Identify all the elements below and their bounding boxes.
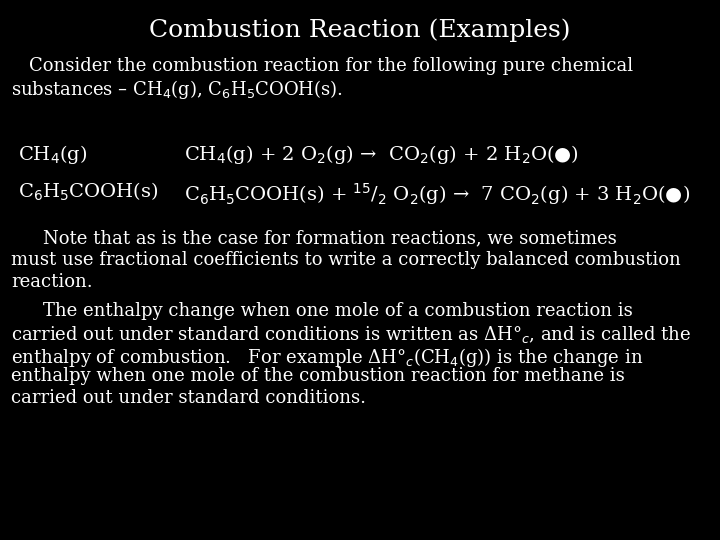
Text: Combustion Reaction (Examples): Combustion Reaction (Examples) [149, 19, 571, 43]
Text: carried out under standard conditions is written as ΔH°$_c$, and is called the: carried out under standard conditions is… [11, 324, 691, 345]
Text: carried out under standard conditions.: carried out under standard conditions. [11, 389, 366, 407]
Text: enthalpy of combustion.   For example ΔH°$_c$(CH$_4$(g)) is the change in: enthalpy of combustion. For example ΔH°$… [11, 346, 643, 369]
Text: reaction.: reaction. [11, 273, 92, 291]
Text: substances – CH$_4$(g), C$_6$H$_5$COOH(s).: substances – CH$_4$(g), C$_6$H$_5$COOH(s… [11, 78, 343, 102]
Text: C$_6$H$_5$COOH(s) + $^{15}$/$_2$ O$_2$(g) →  7 CO$_2$(g) + 3 H$_2$O(●): C$_6$H$_5$COOH(s) + $^{15}$/$_2$ O$_2$(g… [184, 181, 690, 207]
Text: enthalpy when one mole of the combustion reaction for methane is: enthalpy when one mole of the combustion… [11, 367, 624, 385]
Text: CH$_4$(g) + 2 O$_2$(g) →  CO$_2$(g) + 2 H$_2$O(●): CH$_4$(g) + 2 O$_2$(g) → CO$_2$(g) + 2 H… [184, 143, 578, 166]
Text: Note that as is the case for formation reactions, we sometimes: Note that as is the case for formation r… [43, 230, 617, 247]
Text: CH$_4$(g): CH$_4$(g) [18, 143, 87, 166]
Text: C$_6$H$_5$COOH(s): C$_6$H$_5$COOH(s) [18, 181, 158, 203]
Text: The enthalpy change when one mole of a combustion reaction is: The enthalpy change when one mole of a c… [43, 302, 633, 320]
Text: must use fractional coefficients to write a correctly balanced combustion: must use fractional coefficients to writ… [11, 251, 680, 269]
Text: Consider the combustion reaction for the following pure chemical: Consider the combustion reaction for the… [29, 57, 633, 75]
